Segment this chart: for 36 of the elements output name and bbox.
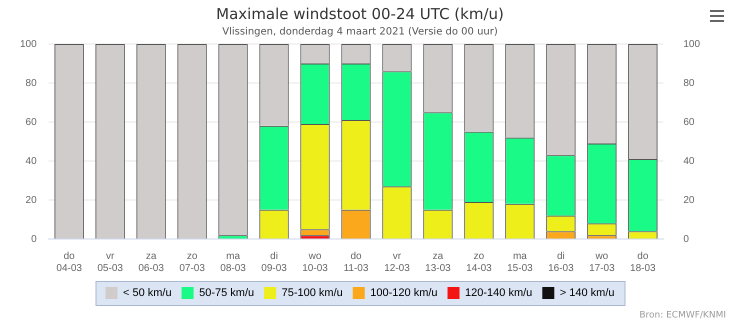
x-tick-label: do 11-03 <box>344 250 369 274</box>
x-tick-label: do 04-03 <box>56 250 82 274</box>
x-tick-label: zo 14-03 <box>466 250 492 274</box>
legend-label: 100-120 km/u <box>370 287 438 300</box>
text: Bron: ECMWF/KNMI <box>639 310 726 320</box>
y2-tick-label: 0 <box>683 234 690 245</box>
x-tick-label: za 06-03 <box>138 250 164 274</box>
y-tick-label: 60 <box>26 116 38 128</box>
x-tick-label: zo 07-03 <box>179 250 206 274</box>
y-tick-label: 100 <box>20 38 38 50</box>
x-tick-label: ma 15-03 <box>507 250 534 274</box>
legend-label: 50-75 km/u <box>199 287 254 300</box>
x-tick-label: do 18-03 <box>630 250 656 274</box>
x-tick-label: wo 10-03 <box>302 250 328 274</box>
y2-tick-label: 60 <box>683 116 695 128</box>
legend-label: < 50 km/u <box>122 287 172 300</box>
legend-label: > 140 km/u <box>560 287 615 300</box>
x-tick-label: wo 17-03 <box>589 250 616 274</box>
y-tick-label: 80 <box>26 78 38 89</box>
y2-tick-label: 40 <box>683 156 695 167</box>
chart-subtitle: Vlissingen, donderdag 4 maart 2021 (Versie do 00 uur) <box>222 26 498 38</box>
x-tick-label: di 16-03 <box>548 250 574 274</box>
x-tick-label: vr 05-03 <box>97 250 124 274</box>
legend-label: 120-140 km/u <box>465 287 532 300</box>
y-tick-label: 20 <box>26 194 38 206</box>
y2-tick-label: 100 <box>683 38 700 50</box>
x-tick-label: ma 08-03 <box>220 250 246 274</box>
legend-label: 75-100 km/u <box>282 287 343 300</box>
chart-title: Maximale windstoot 00-24 UTC (km/u) <box>216 4 504 23</box>
y-tick-label: 40 <box>26 156 38 167</box>
x-tick-label: za 13-03 <box>425 250 452 274</box>
y2-tick-label: 20 <box>683 194 695 206</box>
y-tick-label: 0 <box>31 234 38 245</box>
x-tick-label: di 09-03 <box>261 250 288 274</box>
y2-tick-label: 80 <box>683 78 695 89</box>
x-tick-label: vr 12-03 <box>384 250 410 274</box>
